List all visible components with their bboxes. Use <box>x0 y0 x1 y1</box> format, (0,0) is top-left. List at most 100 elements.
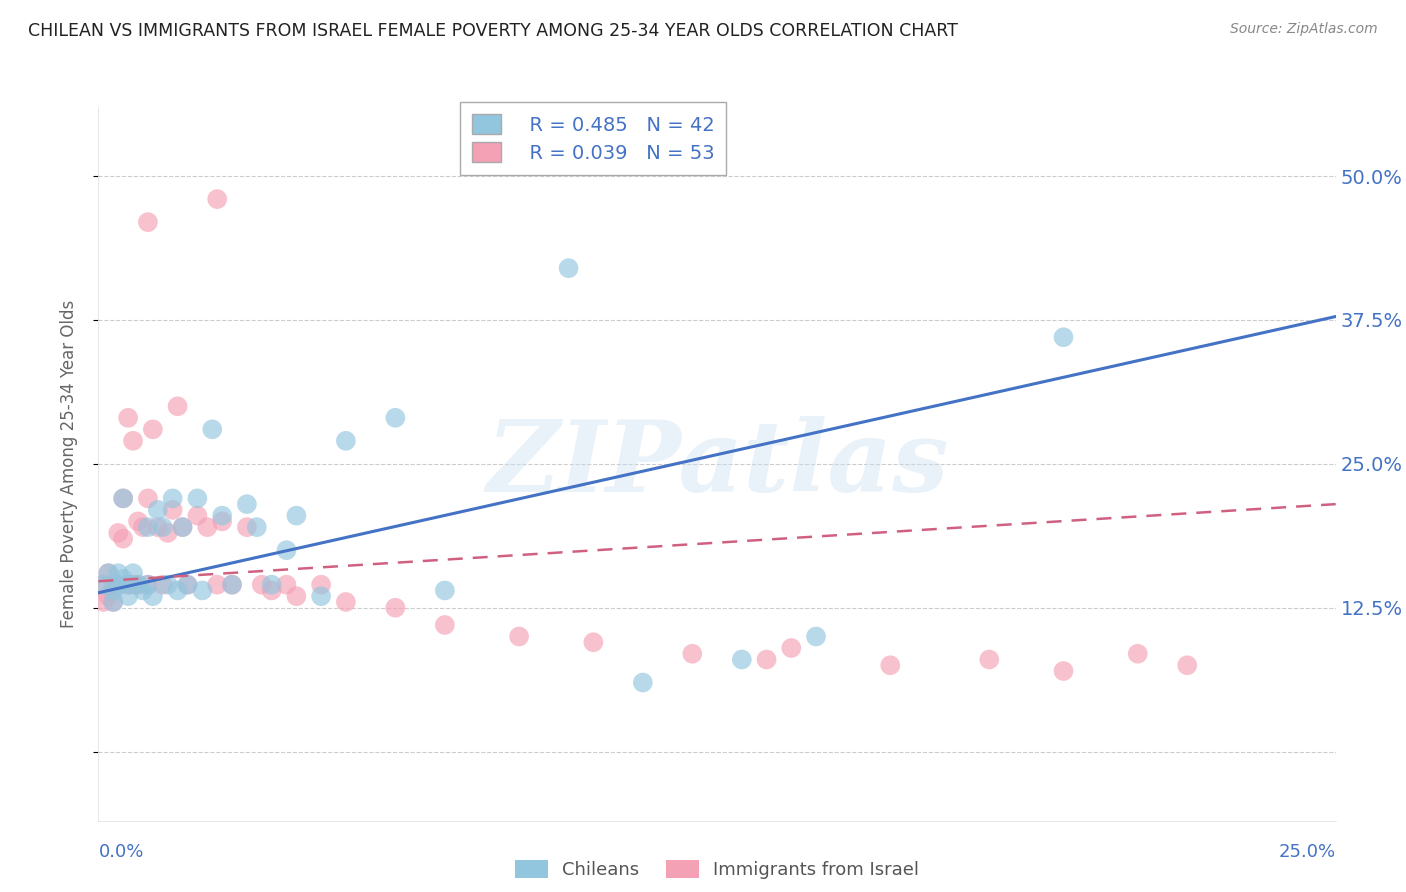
Point <box>136 577 159 591</box>
Point <box>136 577 159 591</box>
Text: CHILEAN VS IMMIGRANTS FROM ISRAEL FEMALE POVERTY AMONG 25-34 YEAR OLDS CORRELATI: CHILEAN VS IMMIGRANTS FROM ISRAEL FEMALE… <box>28 22 957 40</box>
Point <box>681 647 703 661</box>
Point <box>755 652 778 666</box>
Point <box>879 658 901 673</box>
Point <box>285 508 308 523</box>
Point <box>156 525 179 540</box>
Point <box>211 508 233 523</box>
Point <box>112 491 135 506</box>
Point <box>93 595 115 609</box>
Point <box>384 410 406 425</box>
Point <box>162 491 184 506</box>
Point <box>117 410 139 425</box>
Point <box>112 491 135 506</box>
Point <box>166 399 188 413</box>
Point <box>122 434 145 448</box>
Point <box>195 520 218 534</box>
Point <box>176 577 198 591</box>
Point <box>246 520 269 534</box>
Point <box>142 422 165 436</box>
Point <box>582 635 605 649</box>
Point <box>97 566 120 581</box>
Point <box>731 652 754 666</box>
Point <box>631 675 654 690</box>
Point <box>97 566 120 581</box>
Point <box>107 566 129 581</box>
Point <box>309 589 332 603</box>
Point <box>103 577 125 591</box>
Point <box>236 497 259 511</box>
Point <box>112 532 135 546</box>
Point <box>1126 647 1149 661</box>
Point <box>221 577 243 591</box>
Point <box>186 491 208 506</box>
Point <box>979 652 1001 666</box>
Point <box>107 577 129 591</box>
Point <box>221 577 243 591</box>
Y-axis label: Female Poverty Among 25-34 Year Olds: Female Poverty Among 25-34 Year Olds <box>59 300 77 628</box>
Point <box>250 577 273 591</box>
Point <box>107 525 129 540</box>
Point <box>136 520 159 534</box>
Point <box>152 520 174 534</box>
Point <box>136 491 159 506</box>
Text: 0.0%: 0.0% <box>98 843 143 861</box>
Point <box>433 583 456 598</box>
Text: 25.0%: 25.0% <box>1278 843 1336 861</box>
Point <box>205 577 228 591</box>
Point <box>127 577 149 591</box>
Point <box>127 515 149 529</box>
Text: Source: ZipAtlas.com: Source: ZipAtlas.com <box>1230 22 1378 37</box>
Point <box>166 583 188 598</box>
Point <box>285 589 308 603</box>
Point <box>152 577 174 591</box>
Point <box>107 577 129 591</box>
Point <box>132 520 155 534</box>
Point <box>156 577 179 591</box>
Point <box>276 577 298 591</box>
Point <box>112 572 135 586</box>
Point <box>172 520 194 534</box>
Text: ZIPatlas: ZIPatlas <box>486 416 948 512</box>
Point <box>1052 330 1074 344</box>
Point <box>804 630 827 644</box>
Point <box>146 503 169 517</box>
Point <box>132 583 155 598</box>
Point <box>260 577 283 591</box>
Point <box>117 577 139 591</box>
Point <box>211 515 233 529</box>
Point <box>142 589 165 603</box>
Point <box>97 589 120 603</box>
Point <box>780 640 803 655</box>
Point <box>335 434 357 448</box>
Point <box>93 577 115 591</box>
Point <box>186 508 208 523</box>
Point <box>117 589 139 603</box>
Point <box>191 583 214 598</box>
Point <box>335 595 357 609</box>
Point <box>1052 664 1074 678</box>
Point <box>162 503 184 517</box>
Point <box>122 566 145 581</box>
Point <box>384 600 406 615</box>
Point <box>117 577 139 591</box>
Point <box>433 618 456 632</box>
Point <box>103 595 125 609</box>
Point <box>276 543 298 558</box>
Point <box>93 577 115 591</box>
Point <box>508 630 530 644</box>
Point <box>201 422 224 436</box>
Point <box>1175 658 1198 673</box>
Point <box>103 583 125 598</box>
Point <box>127 577 149 591</box>
Point <box>176 577 198 591</box>
Point <box>260 583 283 598</box>
Point <box>136 215 159 229</box>
Point <box>172 520 194 534</box>
Point <box>205 192 228 206</box>
Point <box>309 577 332 591</box>
Point <box>236 520 259 534</box>
Legend: Chileans, Immigrants from Israel: Chileans, Immigrants from Israel <box>508 853 927 887</box>
Point <box>557 261 579 276</box>
Point <box>103 595 125 609</box>
